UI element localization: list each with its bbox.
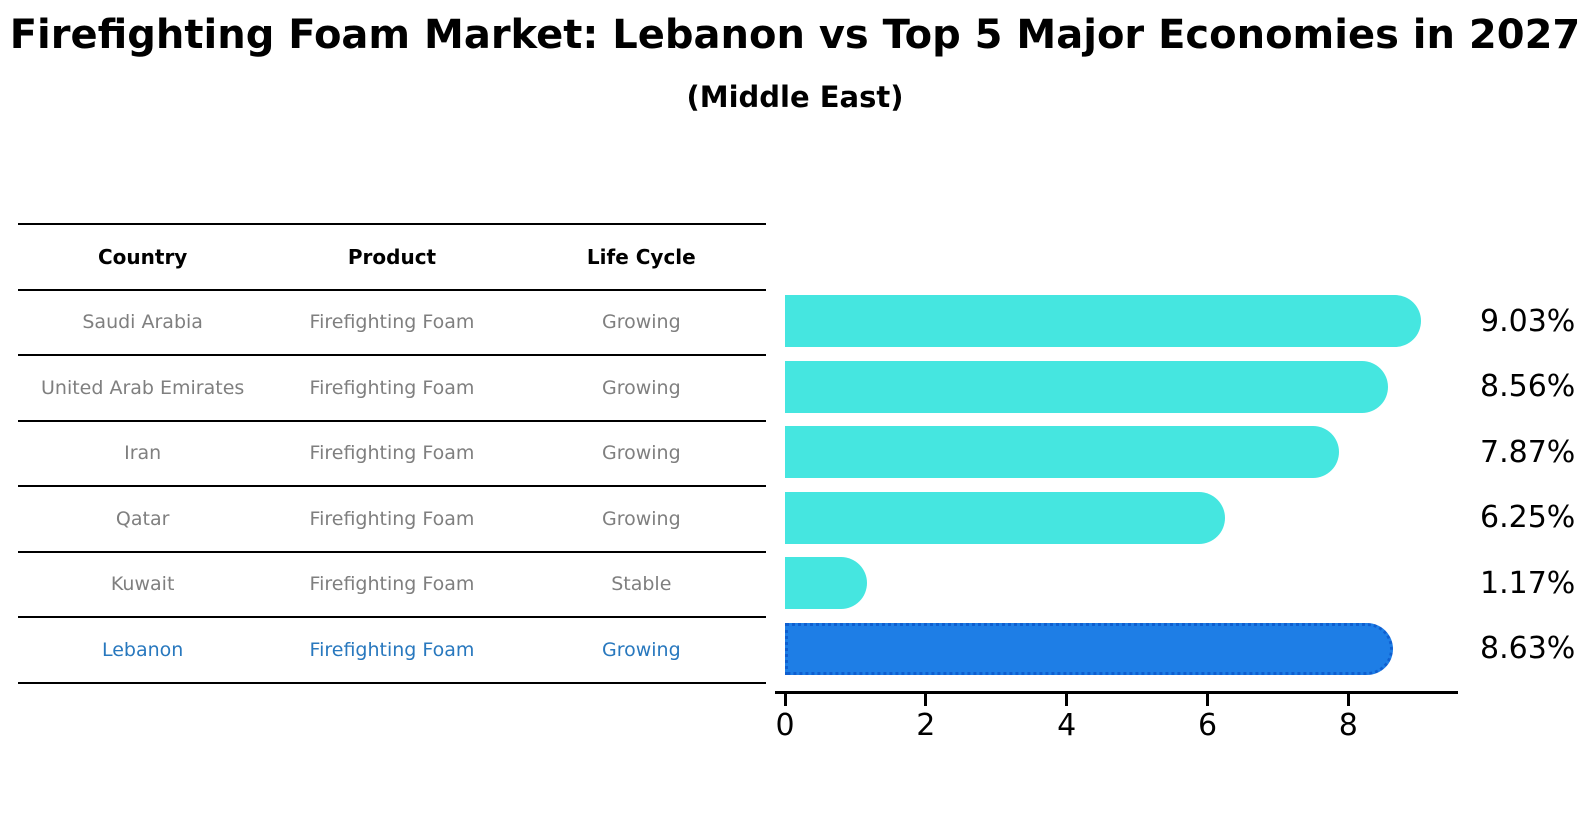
table-row-kuwait: Kuwait Firefighting Foam Stable (18, 553, 766, 618)
chart-title: Firefighting Foam Market: Lebanon vs Top… (9, 12, 1581, 58)
cell-product: Firefighting Foam (309, 311, 475, 334)
bar-value-label: 7.87% (1480, 434, 1576, 470)
cell-product: Firefighting Foam (309, 376, 475, 399)
bar-value-label: 9.03% (1480, 303, 1576, 339)
bar-united-arab-emirates (785, 360, 1388, 413)
value-labels-column: 9.03% 8.56% 7.87% 6.25% 1.17% 8.63% (1480, 289, 1590, 682)
bar-value-label: 1.17% (1480, 565, 1576, 601)
tick-mark (1346, 694, 1350, 706)
column-header-product: Product (347, 244, 437, 269)
cell-life-cycle: Stable (611, 573, 672, 596)
bar-row (785, 616, 1461, 682)
cell-country: Iran (124, 442, 162, 465)
cell-product: Firefighting Foam (309, 442, 475, 465)
x-axis-line (775, 691, 1458, 694)
cell-product: Firefighting Foam (309, 573, 475, 596)
tick-mark (783, 694, 787, 706)
bar-value-label: 8.56% (1480, 369, 1576, 404)
tick-label: 6 (1197, 708, 1218, 743)
cell-life-cycle: Growing (601, 507, 681, 530)
tick-label: 8 (1338, 708, 1358, 743)
tick-mark (1206, 694, 1209, 706)
bar-saudi-arabia (785, 295, 1421, 347)
table-row-saudi-arabia: Saudi Arabia Firefighting Foam Growing (18, 291, 766, 356)
table-row-iran: Iran Firefighting Foam Growing (18, 422, 766, 487)
cell-country: Qatar (115, 507, 170, 530)
bar-row (785, 354, 1461, 420)
cell-product: Firefighting Foam (309, 507, 475, 530)
cell-country: Saudi Arabia (82, 311, 203, 334)
cell-life-cycle: Growing (601, 311, 681, 334)
bar-row (785, 289, 1461, 355)
bar-value-label: 6.25% (1480, 500, 1576, 535)
x-axis-ticks: 0 2 4 6 8 (775, 691, 1461, 751)
cell-country: Lebanon (101, 638, 184, 661)
cell-country: Kuwait (110, 573, 175, 596)
table-row-qatar: Qatar Firefighting Foam Growing (18, 487, 766, 553)
bar-lebanon-highlighted (785, 622, 1393, 675)
cell-life-cycle: Growing (601, 638, 681, 661)
bar-qatar (785, 491, 1226, 544)
table-header-row: Country Product Life Cycle (18, 225, 766, 291)
tick-mark (924, 694, 928, 706)
tick-mark (1065, 694, 1069, 706)
table-row-united-arab-emirates: United Arab Emirates Firefighting Foam G… (18, 356, 766, 422)
chart-subtitle: (Middle East) (686, 80, 904, 114)
cell-life-cycle: Growing (601, 442, 681, 465)
bar-kuwait (785, 557, 868, 609)
bar-plot-area (785, 289, 1461, 682)
cell-life-cycle: Growing (601, 376, 681, 399)
bar-row (785, 485, 1461, 551)
bar-row (785, 420, 1461, 486)
bar-iran (785, 426, 1340, 478)
bar-row (785, 551, 1461, 617)
tick-label: 4 (1057, 708, 1077, 743)
info-table: Country Product Life Cycle Saudi Arabia … (18, 223, 766, 684)
column-header-life-cycle: Life Cycle (586, 244, 696, 269)
tick-label: 0 (775, 708, 795, 743)
cell-country: United Arab Emirates (41, 376, 245, 399)
bar-value-label: 8.63% (1480, 631, 1576, 666)
table-row-lebanon: Lebanon Firefighting Foam Growing (18, 618, 766, 684)
cell-product: Firefighting Foam (309, 638, 475, 661)
tick-label: 2 (916, 708, 936, 743)
column-header-country: Country (97, 244, 188, 269)
